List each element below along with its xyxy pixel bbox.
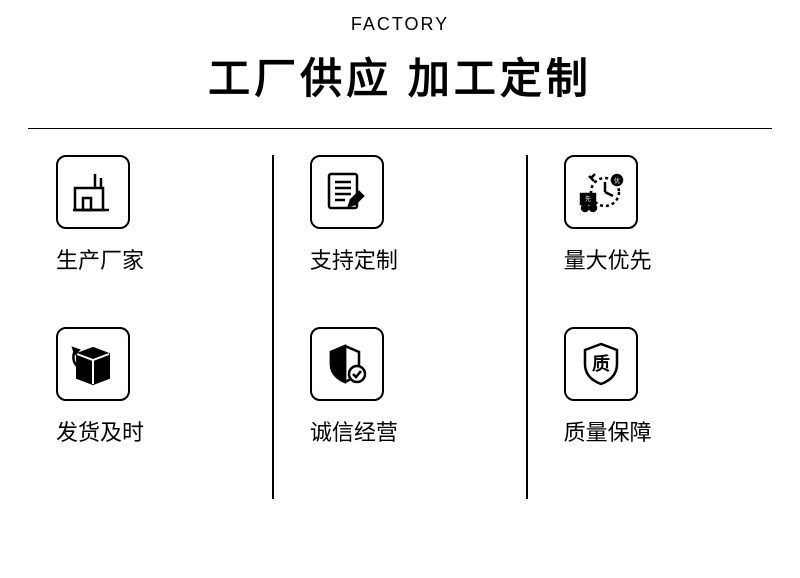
- feature-label: 生产厂家: [56, 243, 144, 275]
- feature-item: 优 先 量大优先: [564, 155, 652, 275]
- feature-item: 发货及时: [56, 327, 144, 447]
- feature-label: 质量保障: [564, 415, 652, 447]
- factory-icon: [56, 155, 130, 229]
- shipping-icon: [56, 327, 130, 401]
- svg-text:优: 优: [614, 177, 620, 185]
- quality-icon: 质: [564, 327, 638, 401]
- feature-item: 质 质量保障: [564, 327, 652, 447]
- priority-icon: 优 先: [564, 155, 638, 229]
- column-2: 支持定制 诚信经营: [274, 155, 526, 499]
- features-grid: 生产厂家 发货及时: [0, 129, 800, 519]
- customize-icon: [310, 155, 384, 229]
- svg-text:质: 质: [592, 354, 610, 374]
- header-subtitle: FACTORY: [0, 14, 800, 35]
- feature-item: 诚信经营: [310, 327, 398, 447]
- column-3: 优 先 量大优先 质 质量保障: [528, 155, 780, 499]
- feature-label: 发货及时: [56, 415, 144, 447]
- feature-label: 诚信经营: [310, 415, 398, 447]
- column-1: 生产厂家 发货及时: [20, 155, 272, 499]
- feature-item: 支持定制: [310, 155, 398, 275]
- feature-label: 支持定制: [310, 243, 398, 275]
- header-title: 工厂供应 加工定制: [0, 45, 800, 106]
- svg-text:先: 先: [585, 195, 591, 203]
- header: FACTORY 工厂供应 加工定制: [0, 0, 800, 106]
- feature-label: 量大优先: [564, 243, 652, 275]
- feature-item: 生产厂家: [56, 155, 144, 275]
- integrity-icon: [310, 327, 384, 401]
